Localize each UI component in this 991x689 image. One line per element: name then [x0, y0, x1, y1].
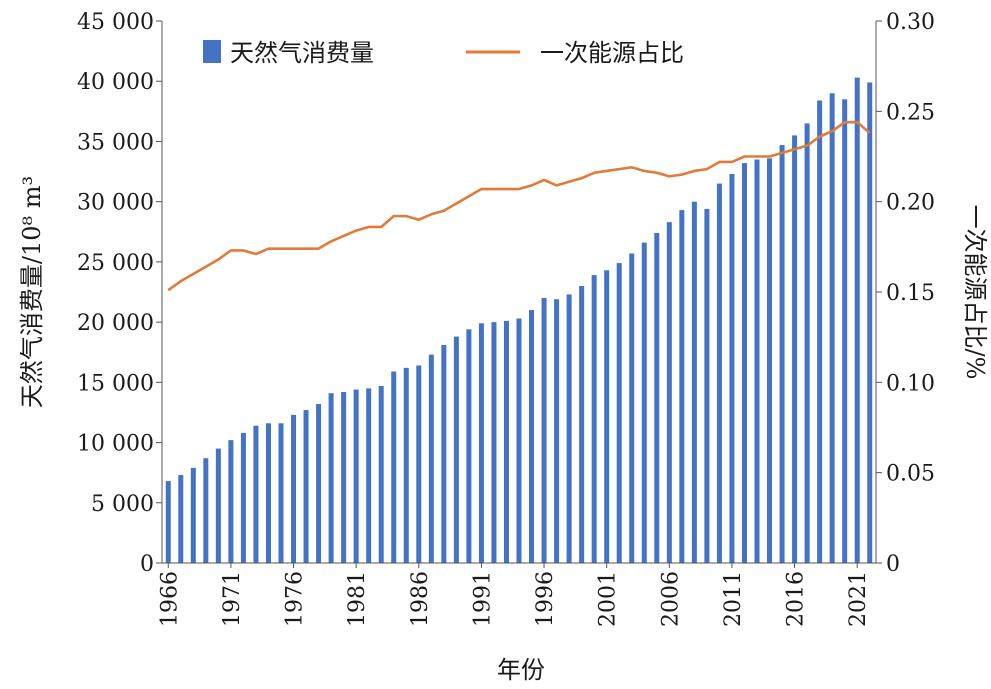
x-tick-label: 1986	[408, 571, 433, 627]
x-tick-label: 1971	[220, 571, 245, 627]
y-tick-label-left: 30 000	[77, 191, 154, 216]
bar	[265, 423, 271, 563]
bar	[691, 201, 697, 564]
bar	[253, 425, 259, 563]
x-tick-label: 2016	[784, 571, 809, 627]
x-tick-label: 2011	[721, 571, 746, 627]
y-tick-label-left: 5 000	[91, 492, 154, 517]
bar	[867, 82, 873, 564]
x-tick-label: 1991	[470, 571, 495, 627]
plot-area: 0 5 000 10 000 15 000 20 000 25 000 30 000 35 0…	[77, 10, 935, 627]
x-tick-label: 2001	[596, 571, 621, 627]
bar	[516, 318, 522, 563]
bar	[503, 320, 509, 563]
bar	[654, 232, 660, 564]
bar	[291, 414, 297, 563]
bar	[754, 159, 760, 563]
x-tick-label: 1996	[533, 571, 558, 627]
bar	[366, 388, 372, 563]
y-tick-label-left: 20 000	[77, 311, 154, 336]
legend-label-line: 一次能源占比	[540, 39, 684, 67]
bar	[741, 163, 747, 563]
x-tick-label: 2021	[846, 571, 871, 627]
bar	[491, 322, 497, 563]
y-axis-title-right: 一次能源占比/%	[961, 205, 989, 380]
y-tick-label-right: 0.15	[886, 281, 935, 306]
bar	[203, 458, 209, 563]
bar	[215, 448, 221, 563]
bar	[579, 285, 585, 563]
bar	[767, 158, 773, 563]
bar	[466, 329, 472, 563]
bar	[341, 391, 347, 563]
y-axis-title-left: 天然气消费量/10⁸ m³	[18, 176, 46, 408]
bar	[416, 365, 422, 563]
bar	[328, 393, 334, 563]
y-tick-label-left: 45 000	[77, 10, 154, 35]
bar	[666, 222, 672, 563]
bar	[591, 275, 597, 563]
x-tick-label: 1976	[283, 571, 308, 627]
legend-swatch-bar	[203, 40, 221, 63]
bar	[529, 310, 535, 563]
bar	[240, 432, 246, 563]
bar	[441, 345, 447, 563]
bar	[165, 481, 171, 563]
y-tick-label-right: 0.30	[886, 10, 935, 35]
y-tick-label-left: 15 000	[77, 371, 154, 396]
bar	[842, 99, 848, 563]
bar	[278, 423, 284, 563]
bar	[804, 123, 810, 563]
bar	[779, 145, 785, 563]
y-tick-label-right: 0.05	[886, 462, 935, 487]
legend-label-bar: 天然气消费量	[230, 39, 374, 67]
bar	[353, 389, 359, 563]
x-axis-title: 年份	[497, 656, 545, 684]
bar	[391, 371, 397, 563]
bar	[616, 263, 622, 563]
bar	[817, 100, 823, 564]
bar	[792, 135, 798, 564]
bar	[604, 270, 610, 563]
bar	[704, 208, 710, 563]
y-tick-label-left: 0	[140, 552, 154, 577]
bar	[403, 367, 409, 563]
bar	[541, 298, 547, 563]
y-tick-label-left: 40 000	[77, 70, 154, 95]
y-tick-label-right: 0.10	[886, 371, 935, 396]
bar	[316, 404, 322, 563]
bar	[428, 354, 434, 563]
bar	[190, 467, 196, 563]
y-tick-label-left: 35 000	[77, 130, 154, 155]
legend: 天然气消费量 一次能源占比	[203, 39, 684, 67]
bar	[829, 93, 835, 564]
bar	[453, 336, 459, 563]
bar	[629, 253, 635, 563]
bar	[716, 183, 722, 563]
y-tick-label-right: 0.25	[886, 100, 935, 125]
x-tick-label: 2006	[658, 571, 683, 627]
bar	[641, 242, 647, 563]
bar	[554, 299, 560, 563]
bar	[303, 410, 309, 563]
y-tick-label-left: 10 000	[77, 432, 154, 457]
bar	[228, 440, 234, 563]
bar	[729, 173, 735, 563]
x-tick-label: 1966	[157, 571, 182, 627]
line-series	[167, 120, 871, 292]
bar	[378, 385, 384, 563]
bar	[679, 210, 685, 563]
y-tick-label-left: 25 000	[77, 251, 154, 276]
x-tick-label: 1981	[345, 571, 370, 627]
bar	[178, 475, 184, 563]
y-tick-label-right: 0.20	[886, 191, 935, 216]
y-tick-label-right: 0	[886, 552, 900, 577]
bar	[566, 294, 572, 563]
bar	[854, 77, 860, 564]
bar	[478, 323, 484, 563]
